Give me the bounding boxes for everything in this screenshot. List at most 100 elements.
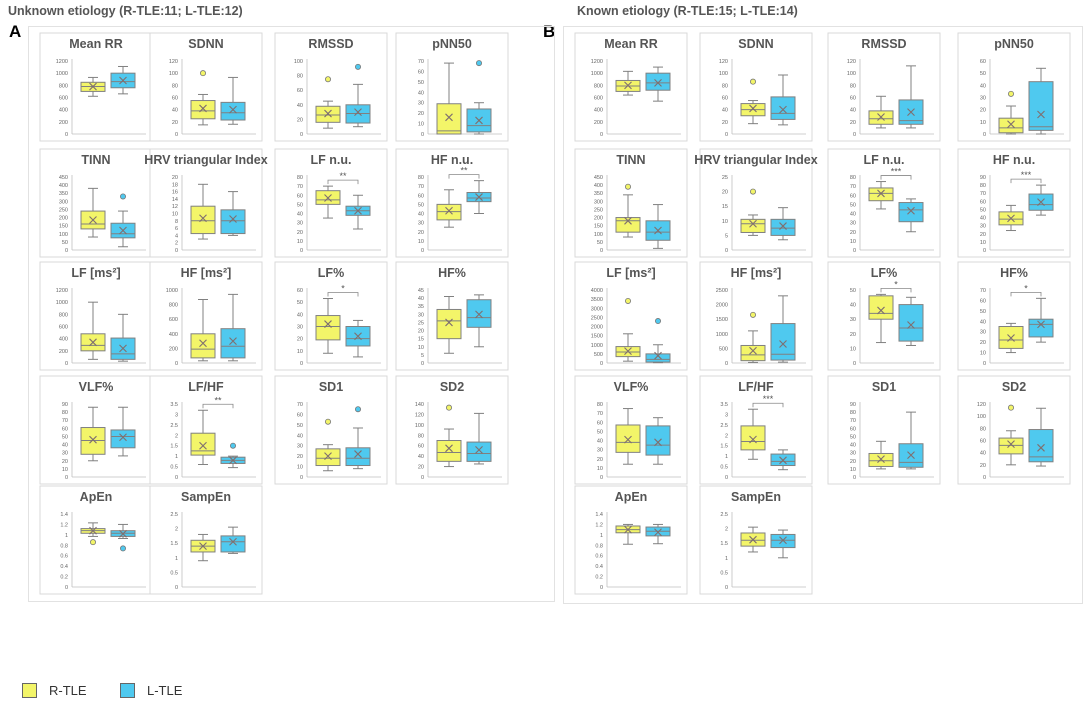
chart-b-hf-n-u-tick-label: 50 <box>980 207 986 213</box>
chart-a-sdnn-title: SDNN <box>188 37 223 51</box>
chart-a-sdnn-tick-label: 0 <box>175 132 178 138</box>
chart-a-lf-tick-label: 10 <box>297 349 303 355</box>
chart-b-rmssd-tick-label: 120 <box>847 59 856 65</box>
chart-a-apen-tick-label: 1.4 <box>60 512 68 518</box>
chart-b-vlf-title: VLF% <box>614 380 649 394</box>
chart-a-apen-title: ApEn <box>80 490 113 504</box>
chart-a-lf-hf-tick-label: 3.5 <box>170 402 178 408</box>
chart-a-hf-r-tle-mean-marker <box>445 318 453 327</box>
chart-a-lf-hf-tick-label: 0 <box>175 475 178 481</box>
chart-a-tinn-tick-label: 250 <box>59 207 68 213</box>
chart-a-sdnn-tick-label: 60 <box>172 96 178 102</box>
chart-b-sd2-tick-label: 20 <box>980 463 986 469</box>
chart-a-tinn: TINN 0 50 100 150 200 250 300 350 400 450 <box>39 148 153 258</box>
chart-a-hf-tick-label: 45 <box>418 288 424 294</box>
chart-a-lf-hf-frame <box>149 375 263 485</box>
chart-b-lf-hf-significance-label: *** <box>763 394 774 404</box>
chart-b-apen-tick-label: 0.6 <box>595 554 603 560</box>
chart-a-hrv-triangular-index-tick-label: 12 <box>172 204 178 210</box>
chart-b-hf-r-tle-mean-marker <box>1007 334 1015 342</box>
chart-a-lf: LF% 0 10 20 30 40 50 60 * <box>274 261 388 371</box>
chart-b-sampen-l-tle-mean-marker <box>779 536 787 545</box>
chart-a-hf-l-tle-box <box>466 299 492 328</box>
chart-a-vlf-tick-label: 30 <box>62 451 68 457</box>
chart-b-hf-n-u-r-tle-mean-marker <box>1007 214 1015 223</box>
chart-a-sampen-tick-label: 1 <box>175 556 178 562</box>
chart-a-sdnn-tick-label: 40 <box>172 108 178 114</box>
chart-b-rmssd-tick-label: 20 <box>850 120 856 126</box>
chart-a-apen-tick-label: 0.6 <box>60 554 68 560</box>
chart-a-sdnn-frame <box>149 32 263 142</box>
chart-b-lf-hf-tick-label: 0 <box>725 475 728 481</box>
chart-a-hf-n-u-frame <box>395 148 509 258</box>
chart-b-sd2-tick-label: 100 <box>977 414 986 420</box>
chart-b-sampen-tick-label: 0.5 <box>720 570 728 576</box>
chart-b-lf-n-u: LF n.u. 0 10 20 30 40 50 60 70 80 *** <box>827 148 941 258</box>
chart-b-hf-n-u-tick-label: 70 <box>980 191 986 197</box>
chart-a-sampen: SampEn 0 0.5 1 1.5 2 2.5 <box>149 485 263 595</box>
chart-a-lf-hf-l-tle-mean-marker <box>229 456 237 465</box>
chart-b-lf-n-u-tick-label: 70 <box>850 184 856 190</box>
chart-a-vlf-tick-label: 60 <box>62 426 68 432</box>
chart-b-mean-rr-r-tle-mean-marker <box>624 81 632 90</box>
chart-a-sd1-tick-label: 0 <box>300 475 303 481</box>
chart-a-sd2-tick-label: 40 <box>418 454 424 460</box>
chart-b-pnn50-tick-label: 40 <box>980 83 986 89</box>
chart-b-lf-hf-r-tle-box <box>740 425 766 451</box>
chart-b-hf-ms-tick-label: 2000 <box>716 303 728 309</box>
chart-a-tinn-tick-label: 450 <box>59 175 68 181</box>
chart-b-hrv-triangular-index-tick-label: 25 <box>722 175 728 181</box>
chart-a-tinn-tick-label: 300 <box>59 199 68 205</box>
chart-a-vlf-tick-label: 40 <box>62 443 68 449</box>
chart-a-hf-n-u-tick-label: 10 <box>418 239 424 245</box>
chart-a-hf-n-u-title: HF n.u. <box>431 153 473 167</box>
chart-b-mean-rr-tick-label: 1200 <box>591 59 603 65</box>
chart-a-lf-hf-tick-label: 1.5 <box>170 444 178 450</box>
chart-a-sd2-frame <box>395 375 509 485</box>
chart-a-pnn50-tick-label: 10 <box>418 122 424 128</box>
chart-b-rmssd-r-tle-mean-marker <box>877 113 885 121</box>
chart-a-mean-rr-r-tle-mean-marker <box>89 82 97 91</box>
chart-a-hf: HF% 0 5 10 15 20 25 30 35 40 45 <box>395 261 509 371</box>
chart-a-lf-hf-r-tle-mean-marker <box>199 441 207 450</box>
chart-b-sampen: SampEn 0 0.5 1 1.5 2 2.5 <box>699 485 813 595</box>
chart-b-rmssd-l-tle-mean-marker <box>907 108 915 116</box>
chart-b-lf-tick-label: 10 <box>850 346 856 352</box>
chart-a-rmssd-tick-label: 20 <box>297 117 303 123</box>
chart-a-mean-rr: Mean RR 0 200 400 600 800 1000 1200 <box>39 32 153 142</box>
chart-b-sdnn-tick-label: 120 <box>719 59 728 65</box>
chart-b-hrv-triangular-index-r-tle-outlier <box>750 188 757 195</box>
chart-b-hf-tick-label: 30 <box>980 330 986 336</box>
legend-swatch-r-tle <box>22 683 37 698</box>
chart-b-lf-hf-tick-label: 2.5 <box>720 423 728 429</box>
chart-b-sd2-tick-label: 60 <box>980 439 986 445</box>
chart-a-rmssd-tick-label: 60 <box>297 88 303 94</box>
chart-b-sd1-tick-label: 70 <box>850 418 856 424</box>
chart-a-pnn50-r-tle-mean-marker <box>445 113 453 122</box>
chart-b-tinn-tick-label: 150 <box>594 224 603 230</box>
chart-b-lf-n-u-tick-label: 30 <box>850 221 856 227</box>
chart-a-hrv-triangular-index-tick-label: 14 <box>172 197 178 203</box>
chart-b-hf-ms-l-tle-mean-marker <box>779 340 787 348</box>
chart-b-hrv-triangular-index-tick-label: 15 <box>722 204 728 210</box>
chart-b-hrv-triangular-index-r-tle-box <box>740 218 766 233</box>
panel-b-frame <box>563 26 1083 604</box>
legend-item-l-tle: L-TLE <box>120 683 182 698</box>
chart-a-sd2-tick-label: 100 <box>415 423 424 429</box>
chart-b-lf-tick-label: 40 <box>850 303 856 309</box>
chart-a-pnn50-tick-label: 70 <box>418 59 424 65</box>
chart-b-sdnn-l-tle-box <box>770 96 796 120</box>
chart-b-lf-n-u-tick-label: 10 <box>850 239 856 245</box>
chart-b-lf-hf-r-tle-mean-marker <box>749 435 757 444</box>
chart-b-apen-tick-label: 0 <box>600 585 603 591</box>
chart-b-vlf-tick-label: 0 <box>600 475 603 481</box>
chart-a-lf-n-u-r-tle-mean-marker <box>324 194 332 202</box>
chart-a-apen-l-tle-mean-marker <box>119 529 127 538</box>
chart-a-lf-tick-label: 30 <box>297 325 303 331</box>
chart-b-hf-tick-label: 60 <box>980 298 986 304</box>
chart-b-lf-n-u-title: LF n.u. <box>864 153 905 167</box>
chart-b-lf-ms-l-tle-outlier <box>655 318 662 325</box>
chart-a-tinn-tick-label: 50 <box>62 240 68 246</box>
chart-a-hf-n-u-l-tle-mean-marker <box>475 193 483 201</box>
chart-a-vlf-tick-label: 10 <box>62 467 68 473</box>
